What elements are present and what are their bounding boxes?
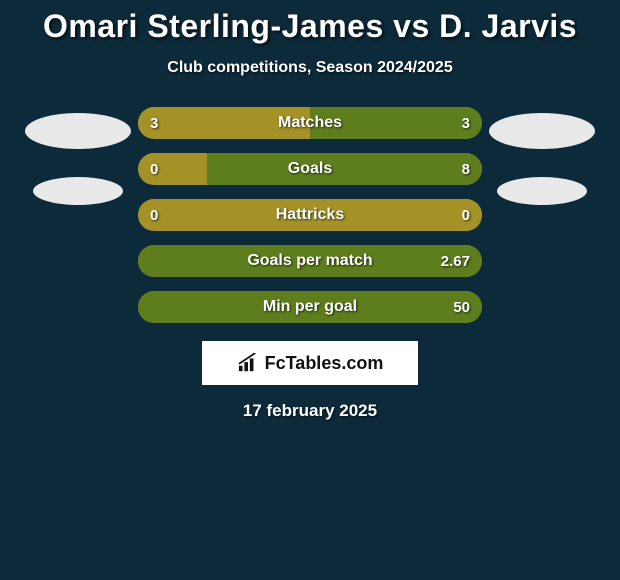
bar-value-right: 2.67 bbox=[441, 245, 470, 277]
bar-value-right: 0 bbox=[462, 199, 470, 231]
stat-bar: Matches3 3 bbox=[138, 107, 482, 139]
bar-value-right: 50 bbox=[453, 291, 470, 323]
logo-text: FcTables.com bbox=[265, 353, 384, 374]
bar-value-left: 0 bbox=[150, 153, 158, 185]
page-title: Omari Sterling-James vs D. Jarvis bbox=[0, 0, 620, 45]
stat-bar: Min per goal50 bbox=[138, 291, 482, 323]
stat-bar: Goals per match2.67 bbox=[138, 245, 482, 277]
logo-box: FcTables.com bbox=[202, 341, 418, 385]
bar-value-right: 8 bbox=[462, 153, 470, 185]
stat-bar: Goals0 8 bbox=[138, 153, 482, 185]
bar-value-right: 3 bbox=[462, 107, 470, 139]
bar-label: Matches bbox=[138, 107, 482, 139]
right-avatar-column bbox=[482, 107, 602, 205]
avatar bbox=[497, 177, 587, 205]
avatar bbox=[25, 113, 131, 149]
subtitle: Club competitions, Season 2024/2025 bbox=[0, 59, 620, 77]
comparison-row: Matches33Goals08Hattricks00Goals per mat… bbox=[0, 107, 620, 323]
avatar bbox=[489, 113, 595, 149]
bar-value-left: 0 bbox=[150, 199, 158, 231]
bar-label: Hattricks bbox=[138, 199, 482, 231]
stat-bars: Matches33Goals08Hattricks00Goals per mat… bbox=[138, 107, 482, 323]
bar-label: Goals per match bbox=[138, 245, 482, 277]
avatar bbox=[33, 177, 123, 205]
chart-icon bbox=[237, 353, 259, 373]
bar-value-left: 3 bbox=[150, 107, 158, 139]
bar-label: Goals bbox=[138, 153, 482, 185]
stat-bar: Hattricks0 0 bbox=[138, 199, 482, 231]
date: 17 february 2025 bbox=[0, 401, 620, 421]
left-avatar-column bbox=[18, 107, 138, 205]
bar-label: Min per goal bbox=[138, 291, 482, 323]
